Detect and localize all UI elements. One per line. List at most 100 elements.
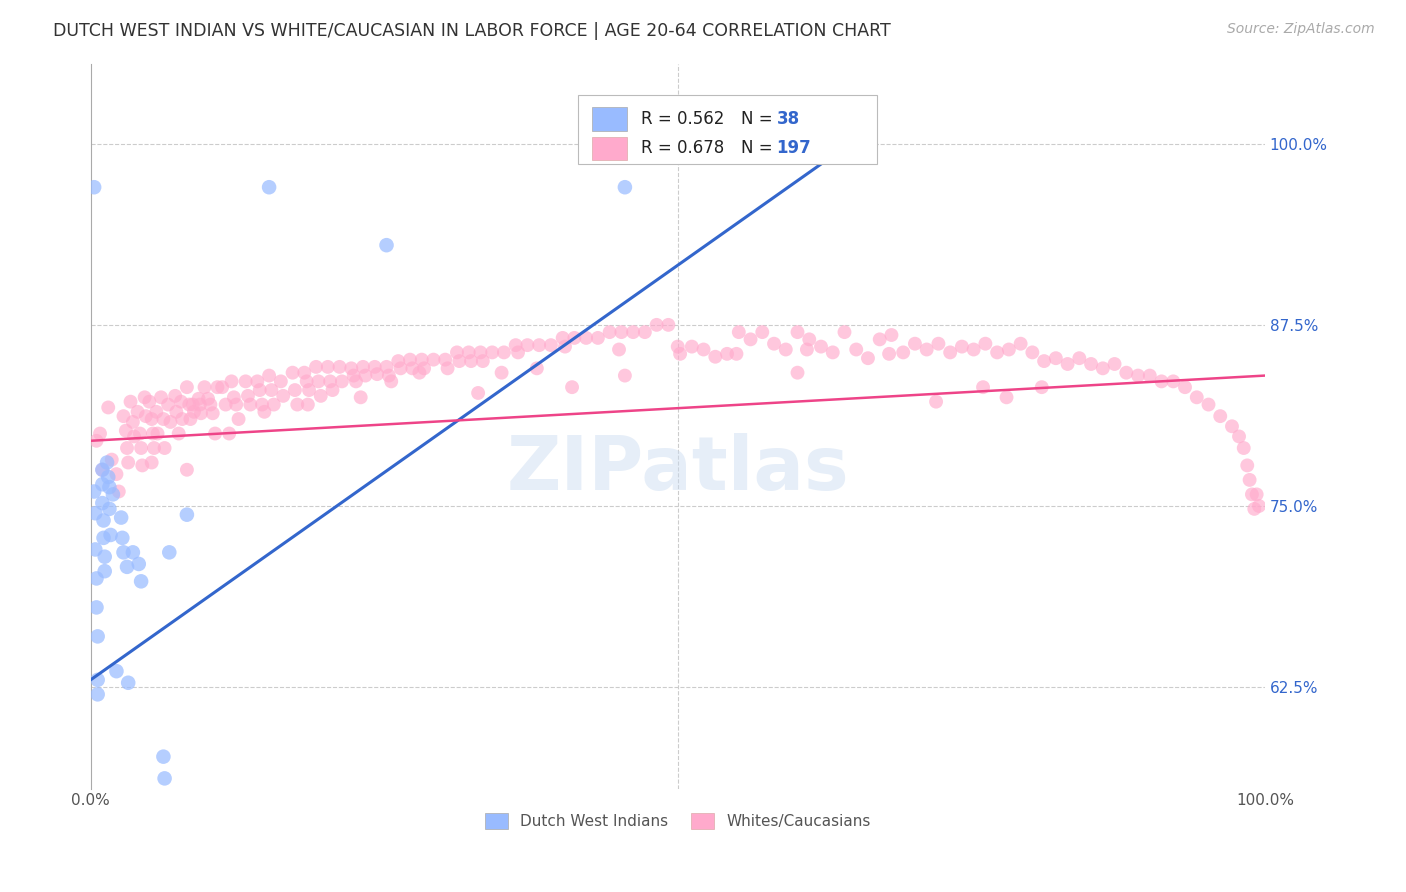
Point xyxy=(561,380,583,394)
Point xyxy=(115,424,138,438)
Point xyxy=(145,405,167,419)
Point xyxy=(1174,380,1197,394)
Point xyxy=(179,398,201,412)
Point xyxy=(408,366,430,380)
Point xyxy=(319,375,342,389)
Point xyxy=(1056,357,1078,371)
Point xyxy=(925,394,948,409)
Point xyxy=(284,383,307,397)
Point xyxy=(100,528,122,542)
Point xyxy=(84,506,107,520)
Point xyxy=(172,412,194,426)
Point xyxy=(86,687,108,701)
Point xyxy=(1198,398,1220,412)
Point xyxy=(446,345,468,359)
Point xyxy=(112,545,135,559)
Point xyxy=(657,318,679,332)
Point xyxy=(316,359,339,374)
Point xyxy=(249,383,271,397)
Point xyxy=(354,368,377,383)
Point xyxy=(122,415,145,429)
Point xyxy=(939,345,962,359)
Point xyxy=(271,389,294,403)
Point xyxy=(1139,368,1161,383)
Point xyxy=(270,375,292,389)
Point xyxy=(1115,366,1137,380)
Point xyxy=(564,331,586,345)
Point xyxy=(799,332,821,346)
Point xyxy=(449,354,471,368)
Point xyxy=(1236,458,1258,473)
Point xyxy=(1021,345,1043,359)
Point xyxy=(364,359,387,374)
Point xyxy=(281,366,304,380)
Point xyxy=(221,375,243,389)
Text: ZIPatlas: ZIPatlas xyxy=(506,434,849,507)
Point xyxy=(211,380,233,394)
Point xyxy=(834,325,856,339)
Point xyxy=(995,390,1018,404)
Point xyxy=(845,343,868,357)
Point xyxy=(1031,380,1053,394)
Point xyxy=(142,426,165,441)
Point xyxy=(492,345,515,359)
Point xyxy=(97,401,120,415)
Point xyxy=(540,338,562,352)
Point xyxy=(634,325,657,339)
Point xyxy=(350,390,373,404)
Point xyxy=(222,390,245,404)
Point xyxy=(141,412,163,426)
Text: 38: 38 xyxy=(776,110,800,128)
Point xyxy=(153,772,176,786)
Point xyxy=(176,508,198,522)
Point xyxy=(972,380,994,394)
Point xyxy=(86,600,108,615)
Point xyxy=(257,180,280,194)
Point xyxy=(727,325,749,339)
Point xyxy=(120,394,142,409)
Point xyxy=(378,368,401,383)
Point xyxy=(86,434,108,448)
Point xyxy=(307,375,329,389)
Point xyxy=(330,375,353,389)
Point xyxy=(91,463,114,477)
Point xyxy=(285,398,308,412)
Point xyxy=(176,380,198,394)
Point xyxy=(93,549,115,564)
Point xyxy=(207,380,229,394)
Text: N =: N = xyxy=(741,139,773,158)
Point xyxy=(305,359,328,374)
Point xyxy=(214,398,236,412)
Point xyxy=(340,361,363,376)
Point xyxy=(763,336,786,351)
Point xyxy=(83,180,105,194)
Point xyxy=(253,405,276,419)
Point xyxy=(775,343,797,357)
Text: R = 0.678: R = 0.678 xyxy=(641,139,724,158)
Point xyxy=(96,456,118,470)
Point xyxy=(89,426,111,441)
Point xyxy=(93,513,115,527)
Point xyxy=(1233,441,1256,455)
Point xyxy=(599,325,621,339)
Point xyxy=(246,375,269,389)
Point xyxy=(399,352,422,367)
Point xyxy=(1247,499,1270,513)
Point xyxy=(389,361,412,376)
Point xyxy=(298,383,321,397)
Point xyxy=(1240,487,1263,501)
Point xyxy=(551,331,574,345)
Point xyxy=(491,366,513,380)
Point xyxy=(183,405,205,419)
Text: R = 0.562: R = 0.562 xyxy=(641,110,724,128)
Point xyxy=(98,501,121,516)
Point xyxy=(190,406,212,420)
Point xyxy=(181,398,204,412)
Point xyxy=(1227,429,1250,443)
Point xyxy=(297,398,319,412)
Point xyxy=(471,354,494,368)
Point xyxy=(110,510,132,524)
FancyBboxPatch shape xyxy=(578,95,877,164)
Point xyxy=(150,390,173,404)
Point xyxy=(1161,375,1184,389)
